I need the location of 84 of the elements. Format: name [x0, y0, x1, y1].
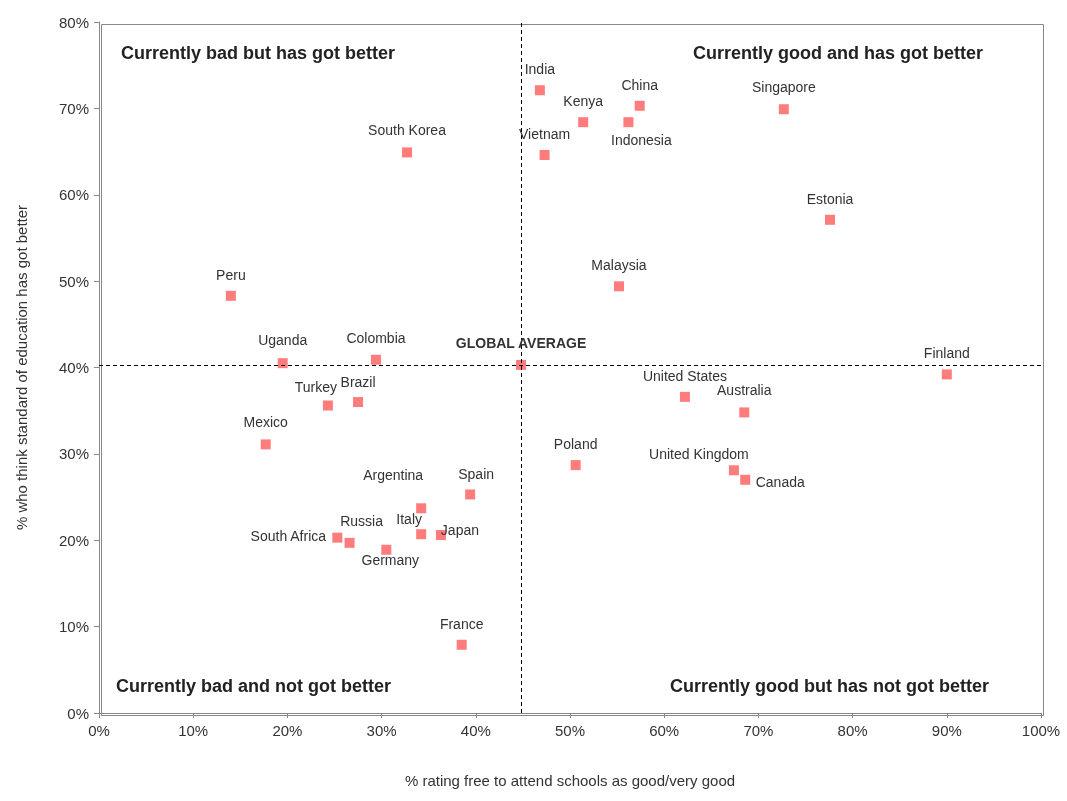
y-tick-label: 80%: [58, 13, 89, 31]
point: [539, 150, 550, 161]
point: [740, 474, 751, 485]
x-tick-label: 90%: [931, 722, 962, 739]
annotation: Currently bad but has got better: [121, 43, 396, 63]
point: [370, 354, 381, 365]
annotation: Kenya: [563, 93, 604, 110]
point: [613, 281, 624, 292]
point: [381, 544, 392, 555]
point: [570, 460, 581, 471]
annotation: Uganda: [258, 332, 308, 349]
annotation: India: [524, 61, 556, 78]
annotation: Italy: [396, 511, 423, 528]
x-tick-label: 50%: [554, 722, 586, 739]
annotation: France: [439, 615, 484, 632]
x-tick-label: 20%: [272, 722, 303, 739]
y-tick-label: 20%: [58, 531, 89, 549]
x-tick-label: 80%: [837, 722, 868, 739]
annotation: Currently bad and not got better: [116, 676, 392, 696]
x-tick-label: 30%: [366, 722, 397, 739]
x-tick-label: 40%: [460, 722, 491, 739]
annotation: Spain: [458, 466, 495, 483]
annotation: Argentina: [363, 467, 424, 484]
point: [578, 117, 589, 128]
point: [739, 407, 750, 418]
annotation: United States: [642, 367, 727, 384]
annotation: China: [621, 76, 659, 93]
x-tick-label: 60%: [649, 722, 680, 739]
annotation: Estonia: [806, 190, 854, 207]
point: [824, 214, 835, 225]
x-tick-label: 0%: [88, 722, 110, 739]
x-tick-label: 70%: [743, 722, 774, 739]
annotation: Currently good and has got better: [692, 43, 983, 63]
y-tick-label: 70%: [58, 99, 89, 117]
annotation: South Korea: [368, 122, 447, 139]
y-axis-title: % who think standard of education has got better: [13, 204, 30, 531]
annotation: Germany: [361, 551, 420, 568]
point: [679, 391, 690, 402]
y-tick-label: 10%: [58, 618, 89, 636]
annotation: Indonesia: [611, 132, 672, 149]
annotation: Singapore: [751, 79, 816, 96]
point: [456, 639, 467, 650]
annotation: Russia: [340, 512, 384, 529]
point: [778, 104, 789, 115]
annotation: Malaysia: [591, 257, 647, 274]
y-tick-label: 60%: [58, 186, 89, 204]
point: [941, 369, 952, 380]
annotation: Mexico: [243, 414, 289, 431]
point: [225, 290, 236, 301]
annotation: Finland: [923, 345, 970, 362]
annotation: Vietnam: [519, 126, 571, 143]
point: [332, 532, 343, 543]
annotation: Colombia: [346, 329, 406, 346]
annotation: Australia: [717, 382, 772, 399]
x-axis-title: % rating free to attend schools as good/very good: [404, 772, 736, 789]
point: [416, 529, 427, 540]
annotation: Canada: [755, 473, 805, 490]
point: [634, 100, 645, 111]
annotation: Turkey: [294, 378, 338, 395]
y-tick-label: 30%: [58, 445, 89, 463]
annotation: United Kingdom: [649, 446, 749, 463]
y-tick-label: 50%: [58, 272, 89, 290]
point: [402, 147, 413, 158]
annotation: Peru: [216, 266, 246, 283]
x-tick-label: 100%: [1021, 722, 1061, 739]
point: [322, 400, 333, 411]
y-tick-label: 0%: [67, 704, 89, 722]
y-tick-label: 40%: [58, 359, 89, 376]
point: [344, 537, 355, 548]
annotation: Brazil: [340, 374, 376, 391]
annotation: Currently good but has not got better: [670, 676, 989, 696]
point: [623, 117, 634, 128]
point: [534, 85, 545, 96]
point: [277, 358, 288, 369]
point: [728, 465, 739, 476]
point: [416, 503, 427, 514]
point: [260, 439, 271, 450]
annotation: GLOBAL AVERAGE: [455, 334, 587, 351]
annotation: Japan: [440, 522, 480, 539]
annotation: South Africa: [250, 527, 327, 544]
point: [465, 489, 476, 500]
point: [353, 397, 364, 408]
x-tick-label: 10%: [178, 722, 209, 739]
annotation: Poland: [553, 436, 598, 453]
